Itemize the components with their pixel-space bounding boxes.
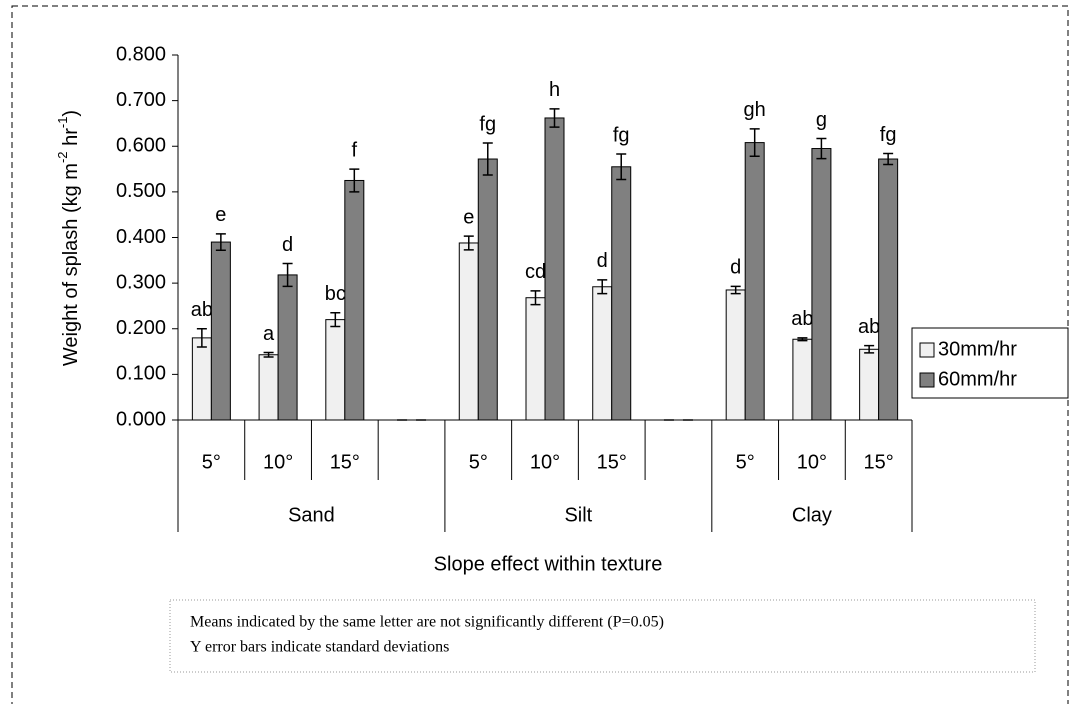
bar	[458, 242, 479, 421]
data-label: fg	[479, 113, 496, 135]
error-bar	[816, 137, 827, 160]
error-bar	[797, 337, 808, 342]
data-label: ab	[858, 316, 880, 338]
error-bar	[196, 328, 207, 348]
bar	[792, 338, 813, 421]
data-label: gh	[744, 99, 766, 121]
error-bar	[330, 312, 341, 328]
bar	[344, 179, 365, 421]
bar	[744, 142, 765, 421]
data-label: e	[215, 204, 226, 226]
y-tick-label: 0.400	[116, 226, 166, 248]
group-label: Clay	[792, 504, 832, 526]
error-bar	[215, 233, 226, 252]
error-bar	[282, 262, 293, 288]
error-bar	[549, 108, 560, 128]
bar	[277, 274, 298, 421]
legend-label: 60mm/hr	[938, 368, 1017, 390]
x-tick-label: 5°	[202, 451, 221, 473]
bar	[325, 319, 346, 421]
error-bar	[616, 153, 627, 181]
data-label: bc	[325, 283, 346, 305]
bar	[258, 354, 279, 421]
y-label-sup: -2	[55, 151, 70, 163]
legend-box	[911, 327, 1069, 399]
bar	[544, 117, 565, 421]
y-tick-label: 0.600	[116, 135, 166, 157]
y-tick-label: 0.300	[116, 271, 166, 293]
error-bar	[349, 168, 360, 193]
note-box	[169, 599, 1036, 673]
data-label: d	[597, 250, 608, 272]
x-tick-label: 10°	[797, 451, 827, 473]
data-label: a	[263, 323, 275, 345]
y-tick-label: 0.000	[116, 408, 166, 430]
bar	[611, 166, 632, 421]
error-bar	[749, 128, 760, 158]
data-label: fg	[880, 124, 897, 146]
y-label-sup: -1	[55, 117, 70, 129]
error-bar	[482, 142, 493, 176]
data-label: h	[549, 79, 560, 101]
legend-swatch	[919, 342, 935, 358]
x-tick-label: 15°	[330, 451, 360, 473]
error-bar	[263, 351, 274, 358]
bar	[592, 286, 613, 421]
x-tick-label: 15°	[597, 451, 627, 473]
bar	[725, 289, 746, 421]
legend-swatch	[919, 372, 935, 388]
x-tick-label: 10°	[530, 451, 560, 473]
error-bar	[730, 285, 741, 295]
error-bar	[864, 344, 875, 354]
x-tick-label: 5°	[469, 451, 488, 473]
bar	[878, 158, 899, 421]
data-label: ab	[191, 299, 213, 321]
bar	[811, 148, 832, 421]
data-label: cd	[525, 261, 546, 283]
x-tick-label: 15°	[864, 451, 894, 473]
bar	[525, 297, 546, 421]
y-label-part: hr	[60, 128, 82, 152]
y-axis-title: Weight of splash (kg m-2 hr-1)	[55, 110, 82, 366]
x-axis-title: Slope effect within texture	[434, 553, 663, 575]
y-tick-label: 0.200	[116, 317, 166, 339]
y-label-part: Weight of splash (kg m	[60, 163, 82, 366]
x-tick-label: 10°	[263, 451, 293, 473]
data-label: e	[463, 206, 474, 228]
bar	[859, 348, 880, 421]
data-label: f	[352, 139, 358, 161]
data-label: ab	[791, 308, 813, 330]
data-label: g	[816, 109, 827, 131]
legend-label: 30mm/hr	[938, 338, 1017, 360]
data-label: d	[730, 257, 741, 279]
error-bar	[883, 152, 894, 166]
error-bar	[530, 290, 541, 306]
y-tick-label: 0.800	[116, 43, 166, 65]
bar	[477, 158, 498, 421]
y-label-part: )	[60, 110, 82, 117]
y-tick-label: 0.500	[116, 180, 166, 202]
error-bar	[597, 279, 608, 295]
bar	[191, 337, 212, 421]
bar	[210, 241, 231, 421]
error-bar	[463, 235, 474, 251]
data-label: d	[282, 234, 293, 256]
data-label: fg	[613, 124, 630, 146]
note: Y error bars indicate standard deviation…	[190, 639, 449, 656]
note: Means indicated by the same letter are n…	[190, 614, 664, 631]
y-tick-label: 0.100	[116, 363, 166, 385]
y-tick-label: 0.700	[116, 89, 166, 111]
x-tick-label: 5°	[736, 451, 755, 473]
group-label: Silt	[564, 504, 592, 526]
group-label: Sand	[288, 504, 335, 526]
